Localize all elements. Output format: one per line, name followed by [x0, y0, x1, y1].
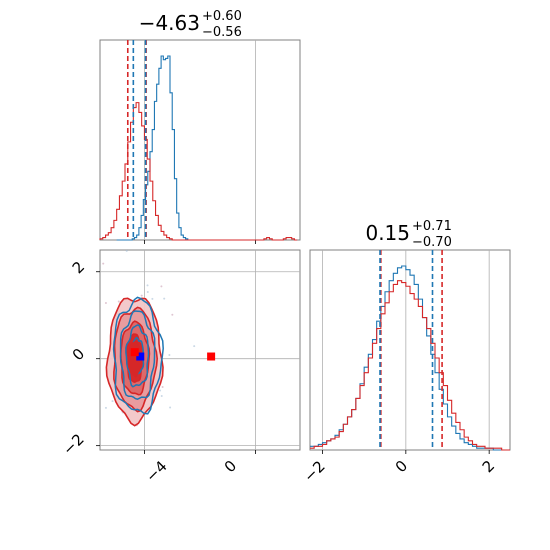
- red-histogram-step: [310, 280, 510, 451]
- param-2-x-tick-label: −2: [300, 457, 328, 485]
- scatter-point: [140, 294, 143, 297]
- blue-histogram-step: [116, 55, 193, 241]
- scatter-point: [117, 300, 120, 303]
- blue-contour-level: [125, 324, 150, 388]
- scatter-point: [146, 284, 149, 287]
- scatter-point: [161, 385, 164, 388]
- scatter-point: [193, 345, 196, 348]
- joint-markers: [130, 348, 216, 361]
- param-1-histograms: [99, 55, 298, 241]
- joint-y-ticks: 2 0 −2: [59, 258, 88, 459]
- param-1-axes-frame: [99, 39, 301, 241]
- param-1-quantile-lines: [126, 40, 147, 240]
- point-marker: [130, 348, 139, 357]
- param-2-title-value: 0.15: [365, 221, 410, 245]
- param-2-histograms: [310, 265, 510, 451]
- param-1-title-minus: −0.56: [202, 25, 242, 40]
- scatter-point: [111, 400, 114, 403]
- param-2-quantile-lines: [379, 250, 443, 450]
- scatter-point: [160, 395, 163, 398]
- joint-x-tick-label: 0: [221, 457, 240, 476]
- scatter-point: [169, 406, 172, 409]
- param-1-grid: [144, 40, 256, 244]
- scatter-point: [151, 297, 154, 300]
- scatter-point: [160, 285, 163, 288]
- param-2-title-minus: −0.70: [412, 235, 452, 250]
- scatter-point: [102, 262, 105, 265]
- scatter-point: [168, 353, 171, 356]
- param-2-title-plus: +0.71: [412, 219, 452, 234]
- blue-contour-level: [119, 310, 156, 400]
- scatter-point: [146, 290, 149, 293]
- param-2-x-tick-label: 2: [479, 457, 498, 476]
- param-2-axes-frame: [309, 249, 511, 451]
- joint-x-ticks: −4 0: [142, 457, 240, 486]
- param-2-x-ticks: −2 0 2: [300, 457, 498, 486]
- joint-y-tick-label: 0: [69, 345, 88, 364]
- scatter-point: [171, 313, 174, 316]
- param-2-x-tick-label: 0: [392, 457, 411, 476]
- joint-contours: [102, 249, 196, 427]
- joint-x-tick-label: −4: [142, 457, 170, 485]
- param-1-title-plus: +0.60: [202, 9, 242, 24]
- point-marker: [207, 352, 216, 361]
- scatter-point: [163, 297, 166, 300]
- param-1-title-value: −4.63: [139, 11, 200, 35]
- scatter-point: [159, 389, 162, 392]
- blue-contour-level: [112, 296, 164, 415]
- joint-y-tick-label: −2: [59, 430, 87, 458]
- red-histogram-step: [99, 102, 298, 241]
- param-2-panel: −2 0 2 0.15 +0.71 −0.70: [300, 219, 511, 486]
- point-marker: [136, 352, 145, 361]
- scatter-point: [125, 249, 128, 252]
- param-1-panel: −4.63 +0.60 −0.56: [99, 9, 301, 244]
- joint-y-tick-label: 2: [69, 258, 88, 277]
- scatter-point: [104, 406, 107, 409]
- scatter-point: [104, 301, 107, 304]
- joint-panel: −4 0 2 0 −2: [59, 249, 301, 486]
